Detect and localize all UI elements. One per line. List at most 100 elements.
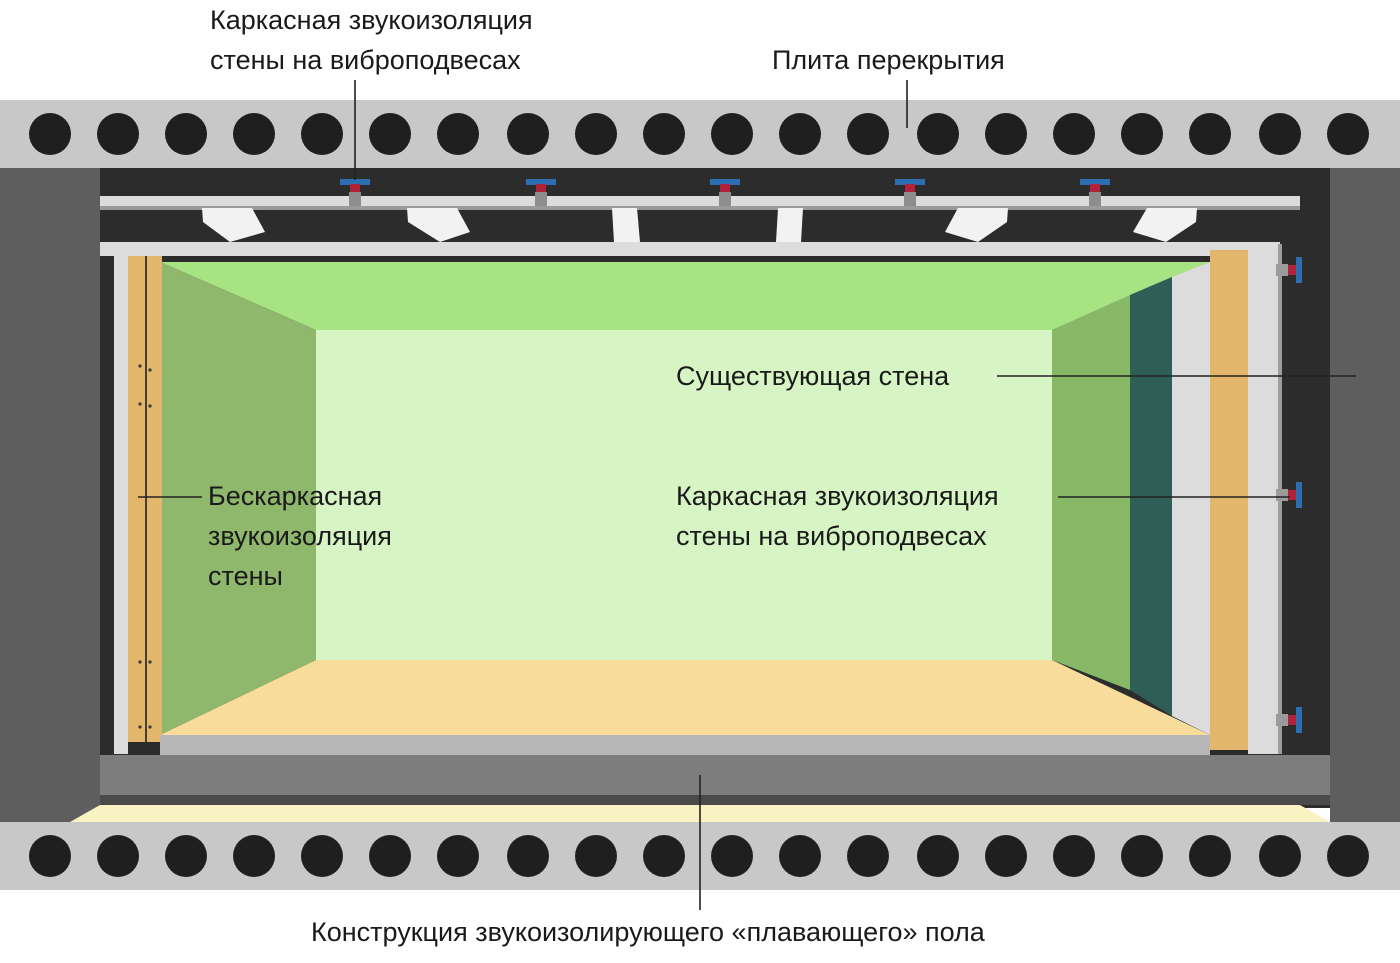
- top-slab-hole-18: [1189, 113, 1231, 155]
- ceiling-profile-5: [945, 208, 1008, 242]
- ceiling-rail-shadow: [100, 206, 1300, 210]
- bottom-slab-hole-5: [301, 835, 343, 877]
- ceiling-profile-6: [1133, 208, 1197, 242]
- wall-mount-damper-3: [1288, 715, 1296, 725]
- top-slab-hole-3: [165, 113, 207, 155]
- ceiling-hanger-plate-5: [1080, 179, 1110, 185]
- wall-mount-plate-3: [1296, 707, 1302, 733]
- ceiling-hanger-damper-2: [536, 184, 546, 192]
- bottom-slab-hole-15: [985, 835, 1027, 877]
- label-wall-frame-line-2: стены на виброподвесах: [676, 521, 987, 551]
- bottom-slab-hole-1: [29, 835, 71, 877]
- bottom-slab-hole-16: [1053, 835, 1095, 877]
- label-wall-frame-line-1: Каркасная звукоизоляция: [676, 481, 999, 511]
- ceiling-hanger-damper-4: [905, 184, 915, 192]
- floor-screed-edge: [160, 735, 1210, 755]
- right-structural-wall: [1330, 168, 1400, 824]
- bottom-slab-hole-18: [1189, 835, 1231, 877]
- top-slab-hole-2: [97, 113, 139, 155]
- right-side-wall: [1052, 295, 1130, 690]
- wall-mount-damper-1: [1288, 265, 1296, 275]
- label-frameless-soundproofing: Бескаркасная звукоизоляция стены: [208, 476, 392, 596]
- back-wall: [316, 330, 1052, 660]
- ceiling-panel: [160, 262, 1210, 330]
- right-board: [1248, 244, 1278, 754]
- label-ceiling-frame-line-1: Каркасная звукоизоляция: [210, 5, 533, 35]
- floor-slab-layer: [100, 755, 1330, 795]
- ceiling-hanger-rod-4: [904, 192, 916, 206]
- top-slab-hole-17: [1121, 113, 1163, 155]
- top-slab-hole-9: [575, 113, 617, 155]
- right-mineral-wool: [1210, 250, 1248, 750]
- top-slab-hole-15: [985, 113, 1027, 155]
- top-slab-hole-11: [711, 113, 753, 155]
- left-fastener-3: [138, 402, 142, 406]
- bottom-slab-hole-7: [437, 835, 479, 877]
- ceiling-hanger-damper-3: [720, 184, 730, 192]
- top-slab-hole-1: [29, 113, 71, 155]
- top-slab-hole-6: [369, 113, 411, 155]
- bottom-slab-hole-3: [165, 835, 207, 877]
- label-existing-wall-text: Существующая стена: [676, 361, 950, 391]
- bottom-slab-hole-8: [507, 835, 549, 877]
- ceiling-profile-2: [407, 208, 470, 242]
- wall-mount-bracket-2: [1276, 489, 1288, 501]
- ceiling-hanger-rod-2: [535, 192, 547, 206]
- top-slab-hole-5: [301, 113, 343, 155]
- label-wall-frame-soundproofing: Каркасная звукоизоляция стены на вибропо…: [676, 476, 999, 556]
- ceiling-hanger-rod-5: [1089, 192, 1101, 206]
- label-frameless-line-2: звукоизоляция: [208, 521, 392, 551]
- label-floor-slab-text: Плита перекрытия: [772, 45, 1005, 75]
- ceiling-rail: [100, 196, 1300, 206]
- ceiling-profile-3: [612, 208, 640, 242]
- top-slab-hole-19: [1259, 113, 1301, 155]
- label-floor-slab: Плита перекрытия: [772, 40, 1005, 80]
- wall-mount-plate-2: [1296, 482, 1302, 508]
- ceiling-hanger-plate-4: [895, 179, 925, 185]
- ceiling-hanger-plate-2: [526, 179, 556, 185]
- top-slab-hole-12: [779, 113, 821, 155]
- left-fastener-4: [148, 404, 152, 408]
- bottom-slab-hole-2: [97, 835, 139, 877]
- wall-mount-plate-1: [1296, 257, 1302, 283]
- ceiling-profile-4: [776, 208, 803, 242]
- left-fastener-5: [138, 660, 142, 664]
- left-board: [114, 244, 128, 754]
- top-slab-hole-7: [437, 113, 479, 155]
- label-ceiling-frame-line-2: стены на виброподвесах: [210, 45, 521, 75]
- top-slab-hole-10: [643, 113, 685, 155]
- ceiling-hanger-damper-5: [1090, 184, 1100, 192]
- bottom-slab-hole-4: [233, 835, 275, 877]
- label-floating-floor: Конструкция звукоизолирующего «плавающег…: [311, 912, 985, 952]
- bottom-slab-hole-13: [847, 835, 889, 877]
- top-slab-hole-20: [1327, 113, 1369, 155]
- top-slab-hole-13: [847, 113, 889, 155]
- bottom-slab-hole-14: [917, 835, 959, 877]
- ceiling-hanger-plate-1: [340, 179, 370, 185]
- bottom-slab-hole-19: [1259, 835, 1301, 877]
- bottom-slab-hole-10: [643, 835, 685, 877]
- ceiling-hanger-damper-1: [350, 184, 360, 192]
- left-fastener-2: [148, 368, 152, 372]
- bottom-slab-hole-20: [1327, 835, 1369, 877]
- top-slab-hole-16: [1053, 113, 1095, 155]
- left-fastener-1: [138, 364, 142, 368]
- label-existing-wall: Существующая стена: [676, 356, 949, 396]
- label-floating-floor-text: Конструкция звукоизолирующего «плавающег…: [311, 917, 985, 947]
- ceiling-hanger-plate-3: [710, 179, 740, 185]
- top-slab-hole-14: [917, 113, 959, 155]
- label-frameless-line-3: стены: [208, 561, 283, 591]
- wall-mount-bracket-3: [1276, 714, 1288, 726]
- bottom-slab-hole-9: [575, 835, 617, 877]
- ceiling-drywall-edge: [100, 242, 1280, 256]
- left-fastener-8: [148, 725, 152, 729]
- left-mineral-wool: [128, 256, 162, 742]
- left-fastener-7: [138, 725, 142, 729]
- wall-mount-damper-2: [1288, 490, 1296, 500]
- ceiling-hanger-rod-1: [349, 192, 361, 206]
- floor-damping-layer: [100, 795, 1330, 805]
- label-ceiling-frame-soundproofing: Каркасная звукоизоляция стены на вибропо…: [210, 0, 533, 80]
- left-side-wall: [160, 262, 316, 735]
- label-frameless-line-1: Бескаркасная: [208, 481, 383, 511]
